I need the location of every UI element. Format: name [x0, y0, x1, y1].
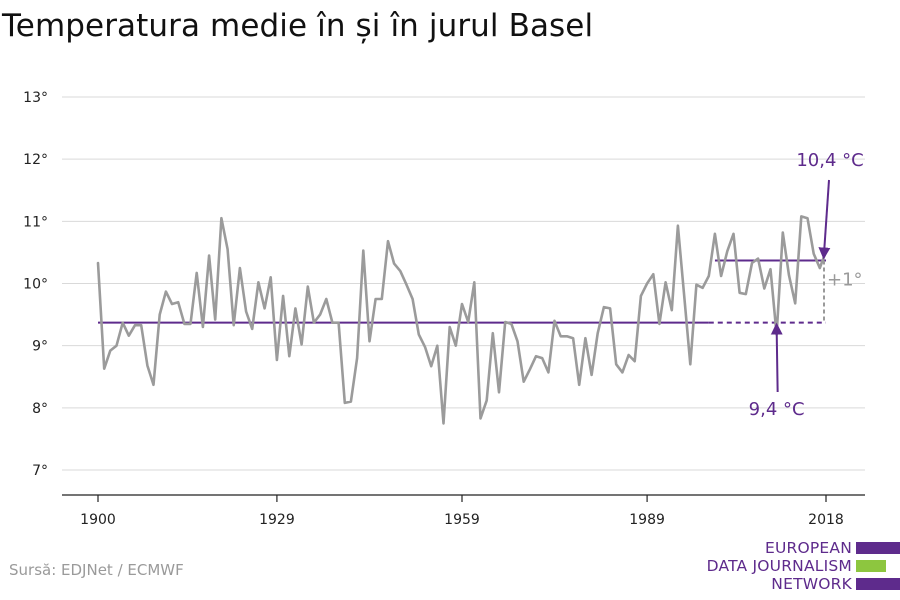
series-line: [96, 215, 828, 425]
arrow-recent-mean: [818, 179, 831, 260]
y-tick-label: 8°: [32, 401, 48, 417]
series-group: [96, 215, 828, 425]
logo-bar-middle: [856, 560, 886, 572]
y-tick-label: 10°: [23, 277, 48, 293]
label-historic-mean: 9,4 °C: [749, 399, 805, 420]
y-axis-tick-labels: 7° 8° 9° 10° 11° 12° 13°: [23, 90, 48, 479]
logo-line-data-journalism: DATA JOURNALISM: [706, 557, 852, 575]
y-tick-label: 7°: [32, 463, 48, 479]
y-tick-label: 9°: [32, 339, 48, 355]
source-note: Sursă: EDJNet / ECMWF: [9, 561, 184, 579]
x-axis: 1900 1929 1959 1989 2018: [62, 494, 865, 528]
arrow-historic-mean: [770, 322, 783, 393]
x-tick-label: 1959: [444, 512, 480, 528]
logo-bar-bottom: [856, 578, 900, 590]
label-delta: +1°: [827, 270, 863, 291]
x-tick-label: 1989: [629, 512, 665, 528]
reference-lines: [98, 259, 826, 324]
edjnet-logo: EUROPEAN DATA JOURNALISM NETWORK: [700, 539, 900, 596]
y-tick-label: 13°: [23, 90, 48, 106]
logo-bar-top: [856, 542, 900, 554]
logo-line-network: NETWORK: [771, 575, 852, 593]
label-recent-mean: 10,4 °C: [796, 150, 863, 171]
y-tick-label: 11°: [23, 214, 48, 230]
x-tick-label: 1929: [259, 512, 295, 528]
chart-title: Temperatura medie în și în jurul Basel: [2, 8, 594, 44]
grid-lines: [62, 96, 865, 471]
logo-line-european: EUROPEAN: [764, 539, 852, 557]
x-tick-label: 1900: [80, 512, 116, 528]
y-tick-label: 12°: [23, 152, 48, 168]
annotations: 9,4 °C 10,4 °C +1°: [749, 150, 864, 420]
x-tick-label: 2018: [808, 512, 844, 528]
